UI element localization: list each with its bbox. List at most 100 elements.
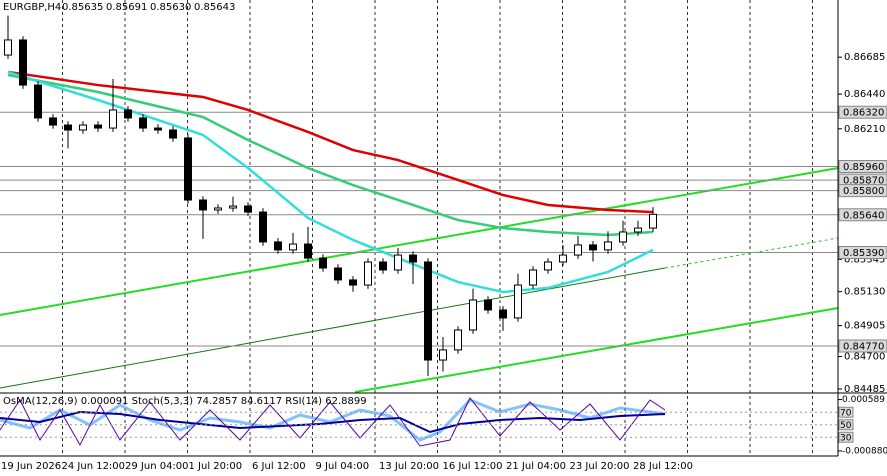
- header-value: 0.85643: [194, 2, 235, 13]
- candle-body: [259, 211, 267, 243]
- candle-body: [274, 241, 282, 251]
- x-tick-label: 6 Jul 12:00: [252, 461, 306, 472]
- candle-body: [409, 254, 417, 263]
- x-tick-label: 9 Jul 04:00: [316, 461, 370, 472]
- x-tick-label: 16 Jul 12:00: [443, 461, 503, 472]
- trend-line: [354, 307, 839, 393]
- y-tick-label: 0.86210: [844, 124, 885, 135]
- candle-body: [364, 261, 372, 286]
- osc-tick-label: 30: [840, 433, 852, 443]
- candle-body: [169, 129, 177, 139]
- header-value: 0.85630: [150, 2, 191, 13]
- candle-body: [379, 261, 387, 271]
- osc-tick-label: 70: [840, 408, 852, 418]
- candle-body: [394, 254, 402, 271]
- trend-line: [664, 237, 839, 269]
- y-tick-label: 0.84700: [844, 352, 885, 363]
- moving-average: [7, 70, 654, 294]
- time-axis: 19 Jun 2026 24 Jun 12:00 29 Jun 04:00 1 Jul…: [1, 461, 693, 472]
- candle-body: [469, 299, 477, 331]
- osma-tick-label: -0.000880: [842, 446, 887, 456]
- symbol: EURGBP,H4: [3, 2, 61, 13]
- osc-tick-label: 50: [840, 421, 852, 431]
- candle-body: [49, 117, 57, 126]
- candle-body: [544, 261, 552, 271]
- candle-body: [184, 137, 192, 201]
- y-tick-label: 0.85345: [844, 254, 885, 265]
- candle-body: [154, 127, 162, 131]
- candle-body: [649, 213, 657, 229]
- level-label: 0.85640: [843, 210, 884, 221]
- candle-body: [499, 309, 507, 319]
- y-tick-label: 0.86440: [844, 89, 885, 100]
- osc-box: [838, 406, 854, 418]
- candle-body: [439, 349, 447, 361]
- level-box: [838, 245, 887, 259]
- candle-body: [334, 267, 342, 281]
- candle-body: [244, 205, 252, 213]
- candle-body: [559, 254, 567, 263]
- candle-body: [124, 109, 132, 119]
- y-tick-label: 0.84485: [844, 384, 885, 395]
- candle-body: [514, 284, 522, 319]
- indicator-title: OsMA(12,26,9) 0.000091 Stoch(5,3,3) 74.2…: [3, 396, 367, 407]
- level-box: [838, 105, 887, 119]
- osma-tick-label: 0.000589: [842, 395, 885, 405]
- candle-body: [574, 244, 582, 256]
- candle-body: [349, 279, 357, 286]
- y-tick-label: 0.84905: [844, 321, 885, 332]
- candle-body: [4, 39, 12, 56]
- candle-body: [589, 244, 597, 251]
- indicator-pane: 0.000589 -0.000880 70 50 30: [0, 395, 887, 456]
- level-box: [838, 160, 887, 174]
- x-tick-label: 19 Jun 2026: [1, 461, 61, 472]
- candles: [4, 15, 657, 377]
- candle-body: [214, 207, 222, 211]
- candle-body: [304, 243, 312, 259]
- price-axis: 0.86685 0.86440 0.86210 0.85345 0.85130 0.849…: [838, 52, 887, 395]
- candle-body: [529, 269, 537, 286]
- trend-line: [0, 167, 839, 316]
- x-tick-label: 21 Jul 04:00: [506, 461, 566, 472]
- osc-box: [838, 419, 854, 431]
- candle-body: [19, 39, 27, 86]
- candle-body: [94, 124, 102, 129]
- candle-body: [619, 231, 627, 243]
- x-tick-label: 1 Jul 20:00: [189, 461, 243, 472]
- x-tick-label: 13 Jul 20:00: [379, 461, 439, 472]
- candle-body: [109, 109, 117, 129]
- stoch-line: [0, 397, 666, 447]
- moving-average: [7, 70, 654, 214]
- candle-body: [34, 84, 42, 119]
- level-box: [838, 339, 887, 353]
- candle-body: [319, 257, 327, 269]
- x-tick-label: 23 Jul 20:00: [570, 461, 630, 472]
- level-label: 0.85390: [843, 248, 884, 259]
- level-label: 0.85960: [843, 162, 884, 173]
- rsi-line: [0, 410, 666, 434]
- candle-body: [229, 205, 237, 209]
- candle-body: [64, 124, 72, 131]
- candle-body: [484, 299, 492, 311]
- level-label: 0.84770: [843, 341, 884, 352]
- header-value: 0.85691: [106, 2, 147, 13]
- moving-average: [7, 73, 654, 237]
- trend-line: [0, 267, 666, 389]
- moving-averages: [7, 70, 654, 294]
- candle-body: [604, 241, 612, 251]
- y-tick-label: 0.86685: [844, 52, 885, 63]
- candle-body: [289, 243, 297, 251]
- x-tick-label: 28 Jul 12:00: [633, 461, 693, 472]
- candle-body: [634, 227, 642, 233]
- candle-body: [454, 329, 462, 351]
- candle-body: [199, 199, 207, 211]
- osma-histogram: [0, 398, 666, 442]
- header-value: 0.85635: [62, 2, 103, 13]
- candle-body: [79, 124, 87, 131]
- x-tick-label: 29 Jun 04:00: [125, 461, 189, 472]
- level-box: [838, 184, 887, 198]
- y-tick-label: 0.85130: [844, 287, 885, 298]
- vertical-grid: [62, 0, 813, 456]
- osc-box: [838, 431, 854, 443]
